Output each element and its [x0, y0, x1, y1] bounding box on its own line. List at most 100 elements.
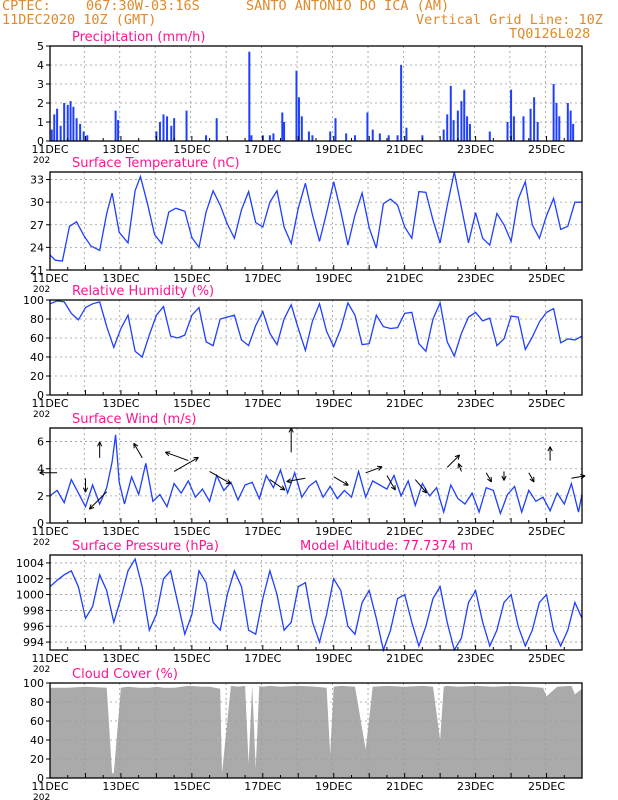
precip-bar — [117, 120, 120, 141]
x-tick-label: 25DEC — [528, 272, 565, 285]
wind-vector-head — [529, 476, 535, 483]
x-tick-label: 19DEC — [315, 652, 352, 665]
precip-bar — [387, 135, 390, 141]
wind-vector-head — [82, 487, 89, 493]
precip-bar — [536, 122, 539, 141]
x-tick-label: 15DEC — [173, 143, 210, 156]
x-year-label: 202 — [33, 665, 50, 675]
y-tick-label: 80 — [30, 313, 44, 326]
precip-bar — [307, 131, 310, 141]
y-tick-label: 0 — [37, 135, 44, 148]
wind-vector-head — [343, 480, 349, 486]
y-tick-label: 100 — [23, 294, 44, 307]
x-tick-label: 13DEC — [102, 525, 139, 538]
panel-title: Cloud Cover (%) — [72, 667, 178, 682]
precip-bar — [56, 108, 59, 141]
precip-bar — [300, 116, 303, 141]
wind-vector — [386, 475, 396, 491]
wind-vector-head — [286, 478, 292, 484]
x-tick-label: 15DEC — [173, 272, 210, 285]
precip-bar — [460, 101, 463, 141]
wind-vector — [485, 472, 492, 483]
y-tick-label: 6 — [37, 436, 44, 449]
wind-vector-head — [487, 476, 492, 483]
wind-vector — [458, 463, 462, 472]
y-tick-label: 0 — [37, 772, 44, 785]
wind-vector-head — [88, 504, 95, 510]
precip-bar — [114, 110, 117, 141]
x-tick-label: 15DEC — [173, 652, 210, 665]
x-tick-label: 13DEC — [102, 780, 139, 793]
x-year-label: 202 — [33, 538, 50, 548]
x-tick-label: 21DEC — [386, 652, 423, 665]
precip-bar — [205, 135, 208, 141]
series-line — [49, 434, 583, 516]
precip-bar — [512, 116, 515, 141]
x-tick-label: 21DEC — [386, 525, 423, 538]
y-tick-label: 4 — [37, 463, 44, 476]
wind-vector — [165, 451, 189, 462]
y-tick-label: 3 — [37, 78, 44, 91]
wind-vector — [89, 491, 108, 510]
y-tick-label: 100 — [23, 677, 44, 690]
series-line — [49, 171, 582, 262]
wind-vector — [269, 479, 286, 491]
x-year-label: 202 — [33, 793, 50, 800]
x-tick-label: 15DEC — [173, 780, 210, 793]
header-station: SANTO ANTONIO DO ICA (AM) — [246, 0, 450, 14]
wind-vector — [446, 454, 460, 468]
precip-bar — [569, 110, 572, 141]
panel-title: Relative Humidity (%) — [72, 284, 214, 299]
x-tick-label: 25DEC — [528, 652, 565, 665]
wind-vector-head — [547, 446, 553, 452]
wind-vector — [133, 443, 143, 459]
wind-vector-head — [164, 451, 171, 457]
panel-frame — [49, 299, 583, 396]
precip-bar — [456, 110, 459, 141]
x-tick-label: 19DEC — [315, 397, 352, 410]
y-tick-label: 1004 — [16, 557, 44, 570]
panel-2: Relative Humidity (%) 0 20 40 60 80 100 11DEC 13… — [23, 284, 583, 420]
x-year-label: 202 — [33, 156, 50, 166]
wind-vector-head — [501, 475, 507, 481]
precip-bar — [162, 114, 165, 141]
x-tick-label: 21DEC — [386, 272, 423, 285]
x-tick-label: 25DEC — [528, 397, 565, 410]
wind-vector — [571, 475, 586, 479]
wind-vector-head — [279, 485, 286, 491]
y-tick-label: 998 — [23, 604, 44, 617]
precip-bar — [66, 104, 69, 141]
x-tick-label: 17DEC — [244, 143, 281, 156]
precip-bar — [272, 133, 275, 141]
x-tick-label: 23DEC — [457, 272, 494, 285]
precip-bar — [506, 122, 509, 141]
x-tick-label: 21DEC — [386, 397, 423, 410]
precip-bar — [558, 116, 561, 141]
cloud-cover-area — [50, 684, 582, 778]
panel-frame — [49, 554, 583, 651]
precip-bar — [75, 118, 78, 141]
y-tick-label: 20 — [30, 753, 44, 766]
x-tick-label: 19DEC — [315, 143, 352, 156]
x-tick-label: 23DEC — [457, 652, 494, 665]
x-year-label: 202 — [33, 410, 50, 420]
precip-bar — [79, 123, 82, 141]
y-tick-label: 33 — [30, 174, 44, 187]
precip-bar — [452, 120, 455, 141]
y-tick-label: 80 — [30, 696, 44, 709]
precip-bar — [354, 135, 357, 141]
x-tick-label: 25DEC — [528, 780, 565, 793]
x-tick-label: 11DEC — [31, 652, 68, 665]
wind-vector-head — [421, 487, 428, 494]
precip-bar — [215, 118, 218, 141]
x-tick-label: 15DEC — [173, 525, 210, 538]
precip-bar — [488, 131, 491, 141]
panel-3: Surface Wind (m/s) 0 2 4 6 11DEC 13DEC 15DEC 17D… — [31, 412, 586, 548]
x-tick-label: 25DEC — [528, 143, 565, 156]
precip-bar — [69, 101, 72, 141]
x-tick-label: 13DEC — [102, 272, 139, 285]
panel-5: Cloud Cover (%) 0 20 40 60 80 100 11DEC 13DEC 15D… — [23, 667, 583, 800]
panel-4: Surface Pressure (hPa) Model Altitude: 77… — [16, 539, 583, 675]
precip-bar — [378, 133, 381, 141]
